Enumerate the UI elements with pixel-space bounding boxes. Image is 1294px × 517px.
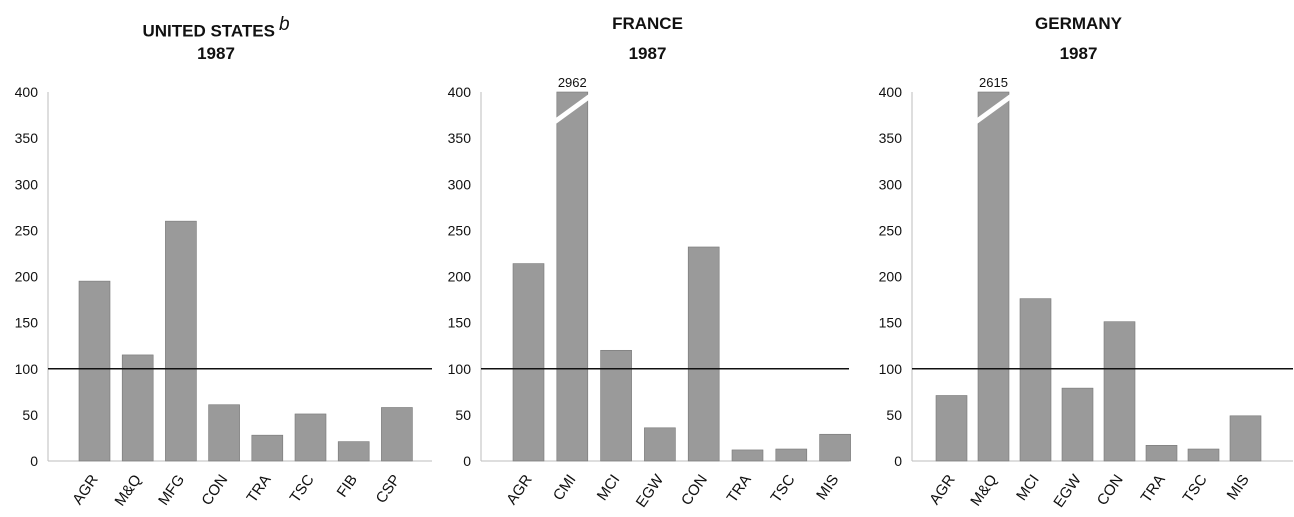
y-tick-label: 100 [15, 361, 39, 377]
bar-chart-svg: 0 50 100 150 200 250 300 350 400 AGR M&Q MFG CON TRA T… [15, 84, 432, 510]
x-tick-label: CON [198, 472, 231, 509]
bar-FIB [337, 441, 370, 462]
x-tick-label: MCI [1013, 472, 1043, 504]
chart-subtitle: 1987 [628, 44, 667, 63]
bar-MIS [1229, 415, 1262, 462]
bar-M&Q [977, 91, 1010, 462]
x-tick-label: CON [1094, 472, 1127, 509]
x-tick-label: TSC [287, 471, 318, 505]
bar-TSC [1187, 448, 1220, 462]
y-tick-label: 250 [879, 222, 903, 238]
x-tick-label: CON [678, 472, 711, 509]
y-tick-label: 350 [448, 130, 472, 146]
y-tick-label: 50 [886, 407, 902, 423]
bar-TRA [731, 449, 764, 462]
chart-panel-united-states: UNITED STATES b 1987 0 50 100 150 200 250 300 35… [0, 0, 432, 517]
y-tick-label: 400 [879, 84, 903, 100]
x-tick-label: TSC [1180, 471, 1211, 505]
bar-CON [208, 404, 240, 462]
bar-CON [687, 246, 720, 462]
axis-break-mark [977, 94, 1010, 124]
bar-CMI [556, 91, 589, 462]
y-tick-label: 400 [15, 84, 39, 100]
x-tick-label: M&Q [111, 472, 145, 510]
x-tick-label: AGR [503, 471, 536, 508]
chart-subtitle: 1987 [197, 44, 235, 63]
x-tick-label: M&Q [967, 472, 1001, 510]
x-tick-label: CMI [550, 472, 580, 504]
chart-panel-france: FRANCE 1987 0 50 100 150 200 250 300 350 400 AGR 2… [432, 0, 863, 517]
x-tick-label: EGW [633, 471, 668, 511]
x-tick-label: MIS [813, 472, 842, 504]
bar-chart-svg: 0 50 100 150 200 250 300 350 400 AGR 2615 M&Q MCI EGW… [879, 75, 1293, 511]
bar-MCI [600, 349, 632, 462]
axis-break-mark [555, 94, 589, 124]
x-tick-label: EGW [1050, 471, 1085, 511]
bar-MCI [1019, 298, 1052, 462]
chart-title: GERMANY [1035, 14, 1122, 33]
bar-EGW [1061, 387, 1094, 462]
y-tick-label: 150 [15, 315, 39, 331]
bar-TRA [1145, 445, 1178, 462]
bar-value-label: 2962 [558, 75, 587, 90]
chart-subtitle: 1987 [1059, 44, 1098, 63]
y-tick-label: 0 [463, 453, 471, 469]
bar-AGR [935, 395, 968, 462]
y-tick-label: 350 [15, 130, 39, 146]
bar-M&Q [121, 354, 154, 462]
bar-CSP [381, 407, 413, 462]
y-tick-label: 0 [30, 453, 38, 469]
x-tick-label: MCI [594, 472, 624, 504]
bar-MFG [165, 220, 197, 462]
chart-title: FRANCE [612, 14, 683, 33]
x-tick-label: TRA [1138, 472, 1169, 506]
y-tick-label: 300 [448, 176, 472, 192]
x-tick-label: AGR [69, 471, 102, 508]
bar-EGW [644, 427, 676, 462]
x-tick-label: FIB [334, 472, 361, 501]
x-tick-label: AGR [926, 471, 959, 508]
chart-title: UNITED STATES b [142, 14, 290, 41]
title-superscript: b [278, 14, 290, 35]
chart-panel-germany: GERMANY 1987 0 50 100 150 200 250 300 350 400 AGR… [863, 0, 1294, 517]
y-tick-label: 50 [455, 407, 471, 423]
y-tick-label: 100 [448, 361, 472, 377]
y-tick-label: 400 [448, 84, 472, 100]
x-tick-label: MIS [1224, 472, 1253, 504]
x-tick-label: CSP [373, 472, 405, 507]
bar-TRA [251, 434, 284, 462]
y-tick-label: 200 [879, 269, 903, 285]
y-tick-label: 50 [22, 407, 38, 423]
y-tick-label: 250 [15, 222, 39, 238]
bar-value-label: 2615 [979, 75, 1008, 90]
y-tick-label: 300 [15, 176, 39, 192]
x-tick-label: MFG [155, 472, 188, 509]
y-tick-label: 200 [15, 269, 39, 285]
y-tick-label: 150 [879, 315, 903, 331]
y-tick-label: 150 [448, 315, 472, 331]
x-tick-label: TSC [767, 471, 798, 505]
bar-AGR [78, 280, 111, 462]
y-tick-label: 350 [879, 130, 903, 146]
y-tick-label: 250 [448, 222, 472, 238]
bar-chart-svg: 0 50 100 150 200 250 300 350 400 AGR 2962 CMI MCI EGW… [448, 75, 851, 511]
y-tick-label: 0 [894, 453, 902, 469]
y-tick-label: 100 [879, 361, 903, 377]
bar-AGR [512, 263, 545, 462]
bar-TSC [294, 413, 327, 462]
bar-TSC [775, 448, 808, 462]
x-tick-label: TRA [724, 472, 755, 506]
bar-CON [1103, 321, 1136, 462]
y-tick-label: 200 [448, 269, 472, 285]
y-tick-label: 300 [879, 176, 903, 192]
x-tick-label: TRA [243, 472, 274, 506]
bar-MIS [819, 433, 851, 462]
